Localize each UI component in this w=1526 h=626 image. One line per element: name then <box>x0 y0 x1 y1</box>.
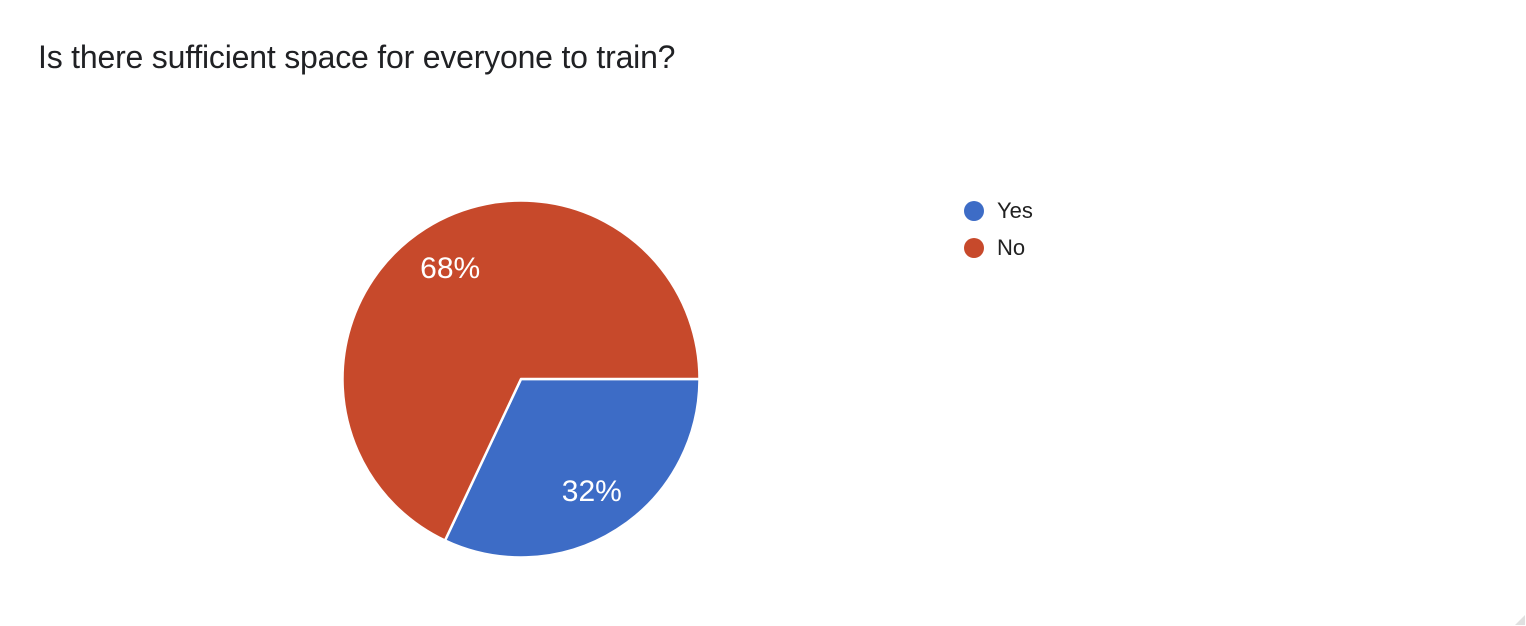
legend-swatch-yes-icon <box>964 201 984 221</box>
pie-slice-label-no: 68% <box>420 252 480 285</box>
legend-label-no: No <box>997 235 1026 260</box>
pie-chart-area: 32% 68% <box>341 199 701 559</box>
legend-swatch-no-icon <box>964 238 984 258</box>
pie-slice-yes <box>443 377 701 559</box>
pie-slice-no <box>341 199 701 542</box>
chart-legend: Yes No <box>964 198 1033 275</box>
chart-title: Is there sufficient space for everyone t… <box>38 39 676 75</box>
resize-handle-icon[interactable] <box>1515 615 1525 625</box>
legend-label-yes: Yes <box>997 198 1033 223</box>
pie-chart: 32% 68% <box>341 199 701 559</box>
pie-slice-label-yes: 32% <box>562 475 622 508</box>
legend-item-no: No <box>964 235 1033 260</box>
legend-item-yes: Yes <box>964 198 1033 223</box>
